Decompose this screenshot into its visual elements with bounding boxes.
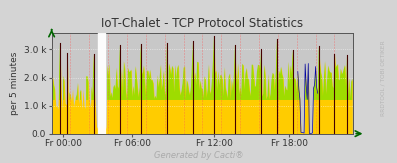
Title: IoT-Chalet - TCP Protocol Statistics: IoT-Chalet - TCP Protocol Statistics — [101, 17, 304, 30]
Text: Generated by Cacti®: Generated by Cacti® — [154, 151, 243, 160]
Text: RRDTOOL / TOBI OETIKER: RRDTOOL / TOBI OETIKER — [381, 40, 385, 116]
Y-axis label: per 5 minutes: per 5 minutes — [10, 52, 19, 115]
